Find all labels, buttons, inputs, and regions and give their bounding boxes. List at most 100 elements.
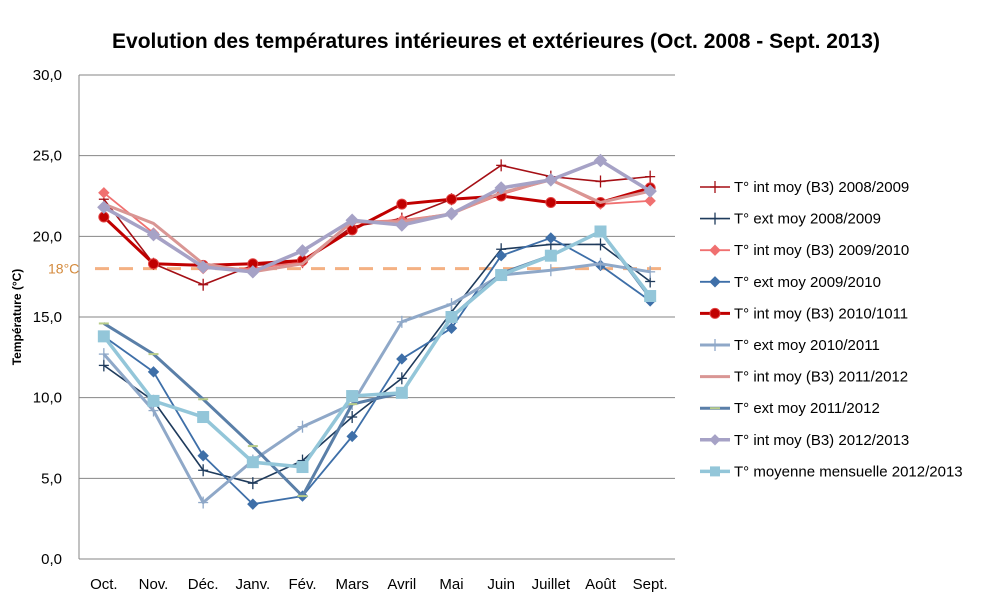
legend-item: T° ext moy 2011/2012 (700, 400, 880, 417)
legend-label: T° ext moy 2009/2010 (734, 274, 881, 291)
x-tick-label: Mars (335, 576, 368, 593)
data-point-plus (198, 278, 209, 291)
data-point-diamond (709, 276, 721, 288)
data-point-plus (98, 348, 109, 361)
data-point-plus (595, 257, 606, 270)
data-point-diamond (495, 249, 507, 262)
data-point-circle (396, 198, 408, 210)
x-tick-label: Juin (487, 576, 515, 593)
data-point-diamond (494, 181, 508, 195)
legend-item: T° int moy (B3) 2010/1011 (700, 305, 908, 322)
legend-label: T° int moy (B3) 2011/2012 (734, 369, 908, 386)
reference-line-label: 18°C (48, 261, 79, 277)
data-point-plus (98, 359, 109, 372)
data-point-plus (297, 420, 308, 433)
legend-label: T° ext moy 2010/2011 (734, 337, 880, 354)
data-point-plus (496, 159, 507, 172)
data-point-diamond (97, 200, 111, 215)
y-tick-labels: 0,0 5,0 10,0 15,0 20,0 25,0 30,0 (33, 67, 62, 568)
legend-label: T° int moy (B3) 2012/2013 (734, 432, 909, 449)
series-line (102, 262, 651, 505)
x-tick-label: Fév. (288, 576, 316, 593)
data-point-square (346, 390, 359, 403)
x-tick-label: Oct. (90, 576, 118, 593)
data-point-plus (247, 477, 258, 490)
data-point-square (197, 411, 210, 424)
data-point-circle (148, 258, 159, 270)
legend-label: T° int moy (B3) 2008/2009 (734, 179, 909, 196)
data-point-diamond (643, 184, 657, 198)
data-point-plus (710, 212, 720, 225)
legend-label: T° moyenne mensuelle 2012/2013 (734, 463, 963, 480)
legend-label: T° int moy (B3) 2009/2010 (734, 242, 909, 259)
x-tick-label: Juillet (532, 576, 571, 593)
data-point-diamond (445, 322, 458, 335)
data-point-plus (645, 170, 656, 183)
data-point-diamond (346, 430, 358, 443)
data-point-diamond (246, 265, 260, 279)
data-point-diamond (197, 450, 209, 462)
data-point-diamond (709, 244, 721, 256)
data-point-square (246, 456, 259, 469)
gridlines (78, 74, 675, 560)
legend-label: T° ext moy 2008/2009 (734, 211, 881, 228)
y-tick-label: 5,0 (41, 470, 62, 487)
data-point-diamond (247, 498, 259, 510)
data-point-plus (645, 265, 656, 278)
legend-item: T° int moy (B3) 2008/2009 (700, 179, 909, 196)
legend-item: T° moyenne mensuelle 2012/2013 (700, 463, 963, 480)
data-point-square (495, 269, 508, 282)
data-point-square (544, 249, 557, 262)
y-tick-label: 15,0 (33, 309, 62, 326)
series-6 (98, 257, 656, 509)
data-point-square (296, 461, 309, 474)
x-tick-label: Avril (387, 576, 416, 593)
series-line (103, 178, 651, 274)
legend-item: T° int moy (B3) 2012/2013 (700, 432, 909, 449)
series-9 (97, 153, 657, 279)
data-point-square (644, 290, 657, 303)
legend-label: T° ext moy 2011/2012 (734, 400, 880, 417)
data-point-plus (545, 264, 556, 277)
data-point-plus (198, 464, 209, 477)
series-5 (98, 182, 656, 271)
series-line (102, 229, 652, 469)
data-point-circle (709, 307, 721, 319)
y-axis-label: Température (°C) (10, 269, 24, 366)
reference-line-group: 18°C (48, 261, 663, 277)
legend-item: T° int moy (B3) 2009/2010 (700, 242, 909, 259)
data-point-diamond (395, 218, 409, 232)
x-tick-label: Déc. (188, 576, 219, 593)
legend-item: T° int moy (B3) 2011/2012 (700, 369, 908, 386)
chart-title: Evolution des températures intérieures e… (112, 30, 880, 53)
data-point-diamond (98, 187, 110, 199)
series-group (97, 153, 657, 510)
data-point-square (445, 311, 458, 323)
legend-item: T° ext moy 2009/2010 (700, 274, 881, 291)
data-point-square (147, 394, 160, 407)
y-tick-label: 20,0 (33, 228, 62, 245)
data-point-diamond (544, 173, 558, 187)
series-7 (103, 178, 651, 274)
series-line (102, 158, 652, 274)
y-tick-label: 30,0 (33, 67, 62, 84)
data-point-diamond (196, 260, 210, 274)
legend: T° int moy (B3) 2008/2009 T° ext moy 2008… (700, 179, 963, 480)
data-point-diamond (396, 353, 408, 365)
legend-item: T° ext moy 2008/2009 (700, 211, 881, 228)
data-point-plus (347, 411, 358, 424)
data-point-circle (446, 193, 457, 205)
data-point-plus (710, 339, 720, 351)
data-point-diamond (295, 244, 310, 258)
data-point-plus (198, 496, 209, 509)
data-point-square (710, 466, 720, 477)
data-point-square (594, 225, 607, 238)
x-tick-label: Mai (439, 576, 463, 593)
data-point-plus (446, 298, 457, 311)
data-point-diamond (345, 213, 359, 227)
legend-item: T° ext moy 2010/2011 (700, 337, 880, 354)
data-point-diamond (147, 366, 160, 378)
data-point-circle (545, 196, 557, 208)
